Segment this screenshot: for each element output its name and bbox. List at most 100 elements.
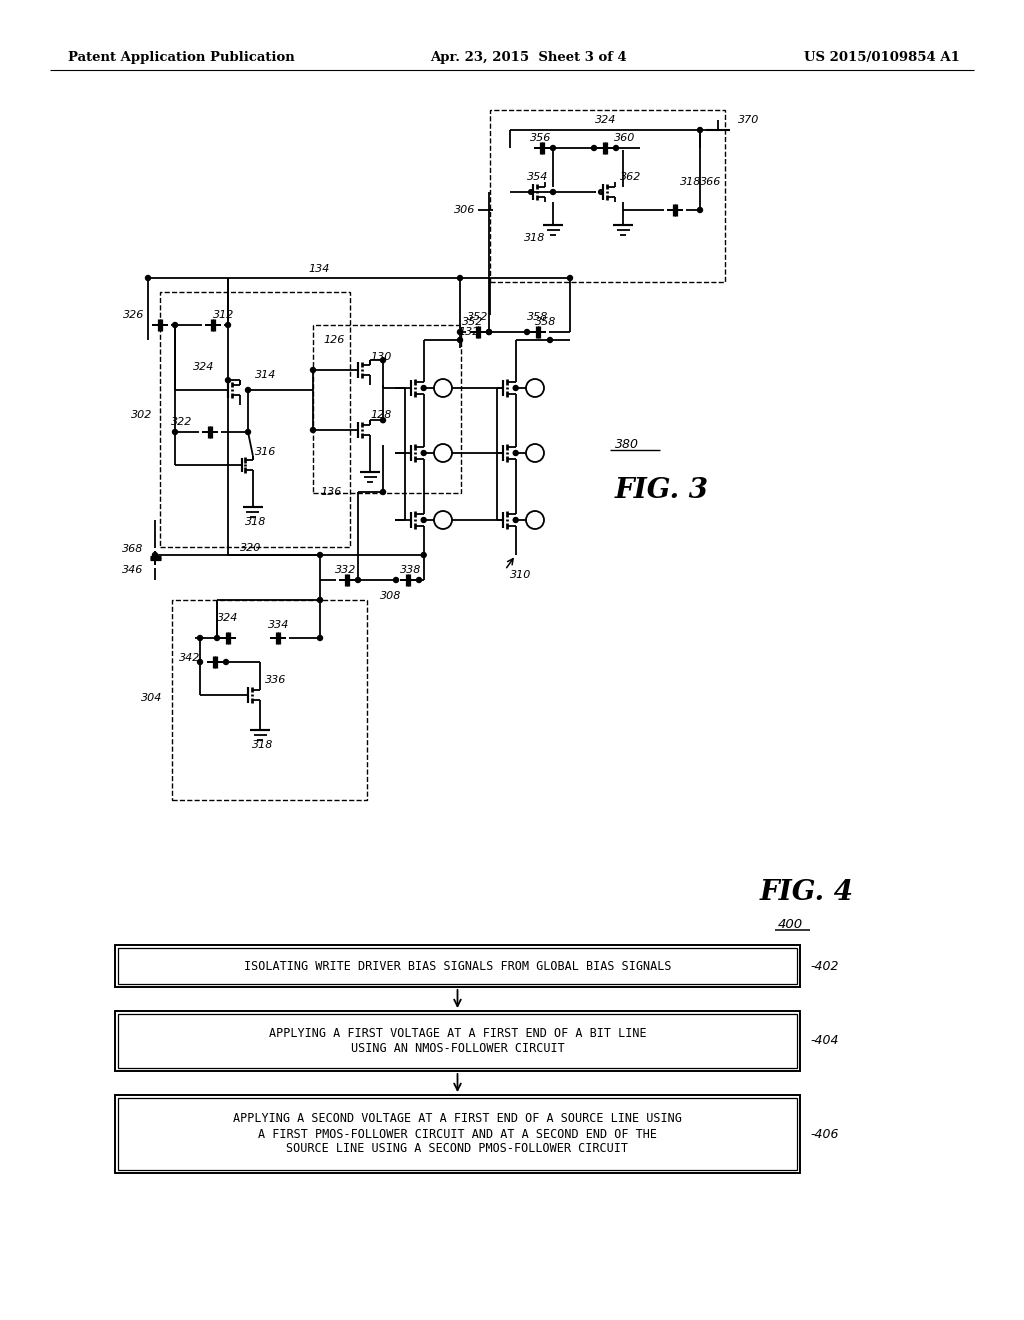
Text: 306: 306 xyxy=(454,205,475,215)
Circle shape xyxy=(317,553,323,557)
Text: 318: 318 xyxy=(252,741,273,750)
Circle shape xyxy=(214,635,219,640)
Circle shape xyxy=(421,517,426,523)
Text: 126: 126 xyxy=(323,335,344,345)
Circle shape xyxy=(551,190,555,194)
Text: Patent Application Publication: Patent Application Publication xyxy=(68,50,295,63)
Text: 128: 128 xyxy=(370,411,391,420)
Text: 334: 334 xyxy=(268,620,290,630)
Circle shape xyxy=(381,417,385,422)
Bar xyxy=(115,945,800,987)
Text: 302: 302 xyxy=(131,411,152,420)
Circle shape xyxy=(153,553,158,557)
Text: 324: 324 xyxy=(217,612,239,623)
Circle shape xyxy=(172,429,177,434)
Text: 316: 316 xyxy=(255,447,276,457)
Circle shape xyxy=(223,660,228,664)
Text: FIG. 3: FIG. 3 xyxy=(615,477,709,503)
Circle shape xyxy=(513,517,518,523)
Circle shape xyxy=(417,578,422,582)
Text: 380: 380 xyxy=(615,438,639,451)
Text: 136: 136 xyxy=(319,487,341,498)
Text: APPLYING A SECOND VOLTAGE AT A FIRST END OF A SOURCE LINE USING
A FIRST PMOS-FOL: APPLYING A SECOND VOLTAGE AT A FIRST END… xyxy=(233,1113,682,1155)
Text: 318: 318 xyxy=(680,177,701,187)
Text: 312: 312 xyxy=(213,310,234,319)
Bar xyxy=(313,325,461,492)
Text: 134: 134 xyxy=(308,264,330,275)
Circle shape xyxy=(551,145,555,150)
Text: US 2015/0109854 A1: US 2015/0109854 A1 xyxy=(804,50,961,63)
Text: 358: 358 xyxy=(535,317,556,327)
Circle shape xyxy=(246,388,251,392)
Text: 310: 310 xyxy=(510,570,531,579)
Text: 370: 370 xyxy=(738,115,760,125)
Text: 358: 358 xyxy=(527,312,549,322)
Circle shape xyxy=(172,322,177,327)
Circle shape xyxy=(145,276,151,281)
Circle shape xyxy=(198,635,203,640)
Text: FIG. 4: FIG. 4 xyxy=(760,879,854,907)
Bar xyxy=(118,1014,797,1068)
Circle shape xyxy=(421,450,426,455)
Text: 366: 366 xyxy=(700,177,721,187)
Bar xyxy=(115,1096,800,1173)
Text: 352: 352 xyxy=(462,317,483,327)
Circle shape xyxy=(513,450,518,455)
Text: 352: 352 xyxy=(467,312,488,322)
Text: 326: 326 xyxy=(123,310,144,319)
Circle shape xyxy=(421,385,426,391)
Text: 332: 332 xyxy=(335,565,356,576)
Circle shape xyxy=(225,322,230,327)
Circle shape xyxy=(381,490,385,495)
Circle shape xyxy=(393,578,398,582)
Circle shape xyxy=(513,385,518,391)
Bar xyxy=(172,601,367,800)
Circle shape xyxy=(310,428,315,433)
Circle shape xyxy=(613,145,618,150)
Bar xyxy=(118,1098,797,1170)
Text: 132: 132 xyxy=(458,327,479,337)
Text: 338: 338 xyxy=(400,565,421,576)
Text: -406: -406 xyxy=(810,1127,839,1140)
Circle shape xyxy=(355,578,360,582)
Circle shape xyxy=(246,429,251,434)
Text: -404: -404 xyxy=(810,1035,839,1048)
Bar xyxy=(160,292,350,546)
Circle shape xyxy=(486,330,492,334)
Text: 308: 308 xyxy=(380,591,401,601)
Text: 346: 346 xyxy=(122,565,143,576)
Circle shape xyxy=(524,330,529,334)
Circle shape xyxy=(198,660,203,664)
Circle shape xyxy=(310,367,315,372)
Text: 320: 320 xyxy=(240,543,261,553)
Bar xyxy=(118,948,797,983)
Text: 322: 322 xyxy=(171,417,193,426)
Circle shape xyxy=(458,276,463,281)
Text: 304: 304 xyxy=(140,693,162,704)
Circle shape xyxy=(458,338,463,342)
Text: 342: 342 xyxy=(178,653,200,663)
Bar xyxy=(490,110,725,282)
Circle shape xyxy=(697,207,702,213)
Text: 368: 368 xyxy=(122,544,143,554)
Text: 400: 400 xyxy=(778,917,803,931)
Circle shape xyxy=(458,330,463,334)
Circle shape xyxy=(317,635,323,640)
Circle shape xyxy=(381,358,385,363)
Circle shape xyxy=(592,145,597,150)
Circle shape xyxy=(421,553,426,557)
Circle shape xyxy=(567,276,572,281)
Text: 130: 130 xyxy=(370,352,391,362)
Bar xyxy=(115,1011,800,1071)
Circle shape xyxy=(697,128,702,132)
Text: 314: 314 xyxy=(255,370,276,380)
Circle shape xyxy=(317,598,323,602)
Circle shape xyxy=(486,330,492,334)
Text: 318: 318 xyxy=(245,517,266,527)
Text: APPLYING A FIRST VOLTAGE AT A FIRST END OF A BIT LINE
USING AN NMOS-FOLLOWER CIR: APPLYING A FIRST VOLTAGE AT A FIRST END … xyxy=(268,1027,646,1055)
Text: 360: 360 xyxy=(614,133,635,143)
Text: 336: 336 xyxy=(265,675,287,685)
Text: ISOLATING WRITE DRIVER BIAS SIGNALS FROM GLOBAL BIAS SIGNALS: ISOLATING WRITE DRIVER BIAS SIGNALS FROM… xyxy=(244,960,672,973)
Text: 324: 324 xyxy=(193,362,214,372)
Text: 354: 354 xyxy=(527,172,549,182)
